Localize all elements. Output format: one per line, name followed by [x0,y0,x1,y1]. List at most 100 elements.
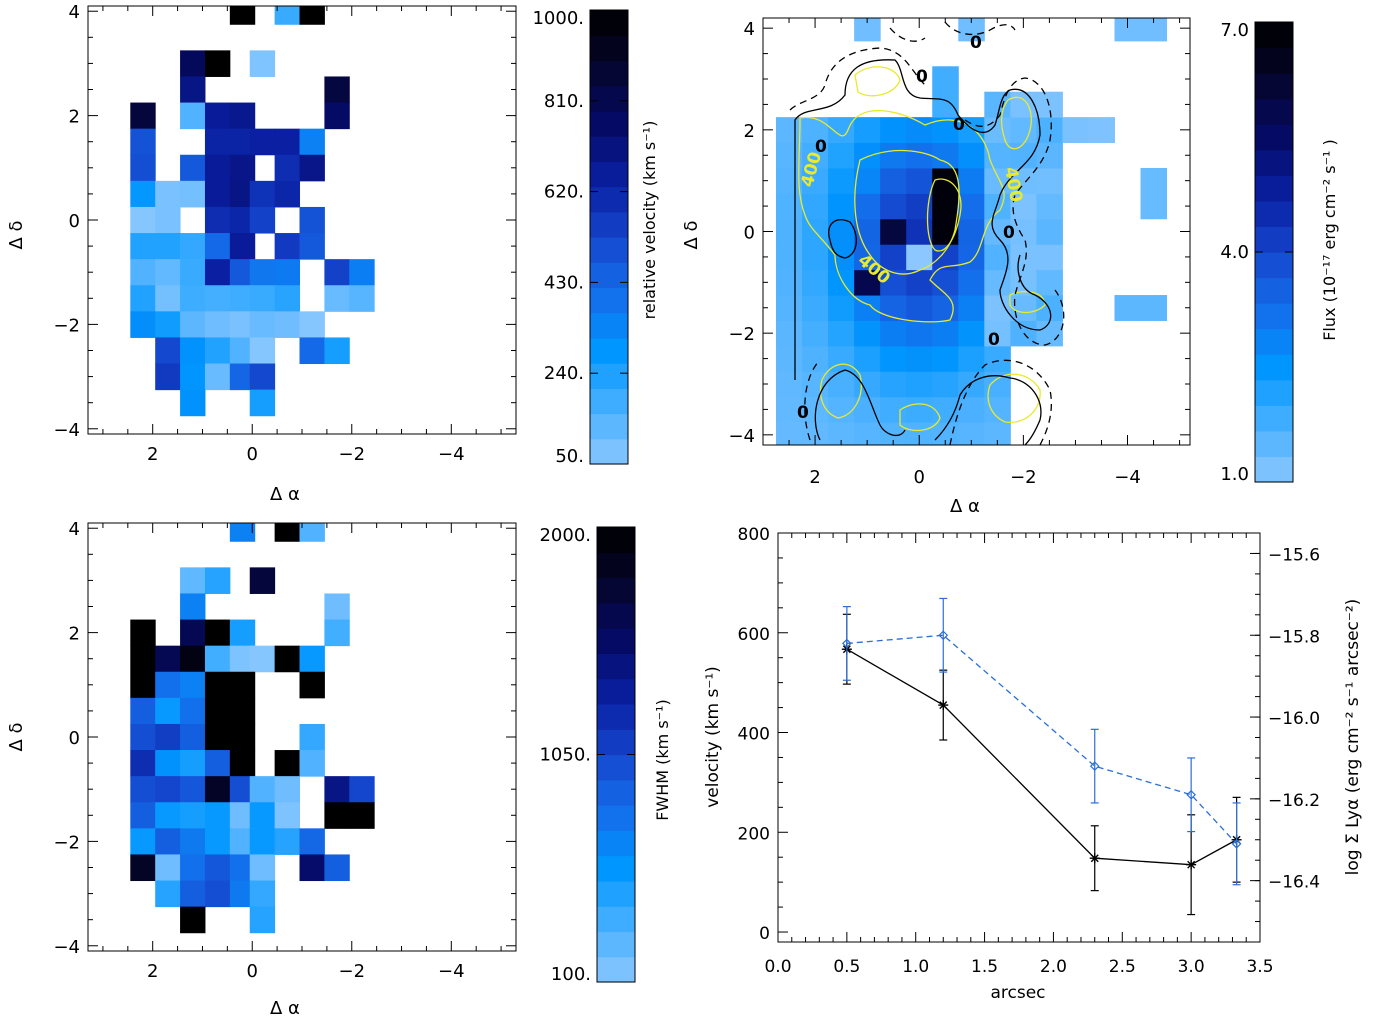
fwhm-cell [205,620,230,647]
velocity-cell [300,337,325,364]
fwhm-colorbar: 100.1050.2000. [539,525,635,985]
flux-cell [932,320,959,346]
fwhm-cell [155,854,180,881]
fwhm-cell [300,828,325,855]
flux-colorbar-segment [1255,380,1293,406]
velocity-cell [250,364,275,391]
velocity-cell [205,50,230,77]
velocity-colorbar-tick-label: 620. [544,182,584,203]
fwhm-cell [230,672,255,699]
velocity-xtick-label: −4 [438,444,465,465]
flux-colorbar-segment [1255,175,1293,201]
fwhm-cell [205,750,230,777]
flux-map-ylabel: Δ δ [681,220,702,249]
velocity-colorbar-segment [590,136,628,162]
flux-cell [880,371,907,397]
flux-colorbar-segment [1255,73,1293,99]
flux-colorbar-label: Flux (10⁻¹⁷ erg cm⁻² s⁻¹ ) [1320,139,1339,341]
velocity-cell [250,285,275,312]
flux-colorbar-tick-label: 1.0 [1220,464,1249,485]
flux-colorbar-segment [1255,22,1293,48]
fwhm-colorbar-segment [597,957,635,983]
flux-cell [1062,117,1089,143]
velocity-cell [230,155,255,182]
fwhm-cell [180,907,205,934]
profile-xtick-label: 3.5 [1246,957,1273,977]
flux-cell [1036,92,1063,118]
fwhm-cell [130,724,155,751]
flux-cell [776,371,803,397]
flux-cell [880,346,907,372]
fwhm-cell [155,776,180,803]
contour-label-0-top: 0 [970,33,982,53]
velocity-cell [275,0,300,25]
fwhm-map-ylabel: Δ δ [6,722,27,751]
fwhm-cell [250,567,275,594]
fwhm-colorbar-segment [597,578,635,604]
fwhm-xtick-label: 2 [147,961,158,982]
fwhm-xtick-label: 0 [247,961,258,982]
flux-cell [828,371,855,397]
fwhm-colorbar-segment [597,527,635,553]
flux-cell [932,346,959,372]
flux-colorbar-segment [1255,303,1293,329]
flux-cell [802,270,829,296]
flux-cell [828,320,855,346]
fwhm-colorbar-segment [597,653,635,679]
velocity-cell [155,233,180,260]
velocity-cell [180,364,205,391]
contour-label-0-right: 0 [1003,223,1015,243]
fwhm-ytick-label: −4 [53,937,80,958]
velocity-cell [205,233,230,260]
fwhm-cell [155,828,180,855]
flux-cell [828,270,855,296]
flux-cell [958,346,985,372]
velocity-map-xlabel: Δ α [270,484,300,505]
flux-cell [776,270,803,296]
fwhm-cell [180,802,205,829]
flux-cell [932,66,959,92]
fwhm-cell [275,750,300,777]
velocity-cell [275,285,300,312]
profile-xtick-label: 0.0 [764,957,791,977]
velocity-cell [349,259,374,286]
fwhm-ytick-label: 4 [69,519,80,540]
fwhm-ytick-label: 0 [69,728,80,749]
fwhm-cell [275,646,300,673]
velocity-cell [155,311,180,338]
flux-cell [854,346,881,372]
fwhm-cell [250,854,275,881]
fwhm-cell [275,515,300,542]
velocity-cell [155,364,180,391]
flux-cell [1010,295,1037,321]
contour-label-0-lower: 0 [988,330,1000,350]
velocity-colorbar-tick-label: 1000. [532,8,584,29]
flux-ytick-label: 2 [744,121,755,142]
velocity-cell [205,364,230,391]
profile-ytick-label: 0 [759,924,770,944]
velocity-cell [130,233,155,260]
profile-xtick-label: 1.0 [902,957,929,977]
fwhm-colorbar-segment [597,755,635,781]
flux-cell [932,143,959,169]
profile-xtick-label: 2.0 [1040,957,1067,977]
flux-colorbar-segment [1255,431,1293,457]
profile-xtick-label: 2.5 [1109,957,1136,977]
fwhm-cell [300,515,325,542]
profile-ytick-right-label: −16.4 [1268,873,1320,893]
flux-cell [932,92,959,118]
fwhm-cell [349,802,374,829]
fwhm-xtick-label: −4 [438,961,465,982]
fwhm-cell [300,724,325,751]
velocity-cell [250,337,275,364]
fwhm-cell [130,698,155,725]
velocity-cell [275,259,300,286]
fwhm-cell [324,802,349,829]
velocity-cell [230,233,255,260]
flux-cell [880,219,907,245]
fwhm-cell [250,881,275,908]
velocity-cell [324,337,349,364]
fwhm-cell [275,802,300,829]
velocity-cell [230,0,255,25]
flux-colorbar: 1.04.07.0 [1220,20,1293,485]
